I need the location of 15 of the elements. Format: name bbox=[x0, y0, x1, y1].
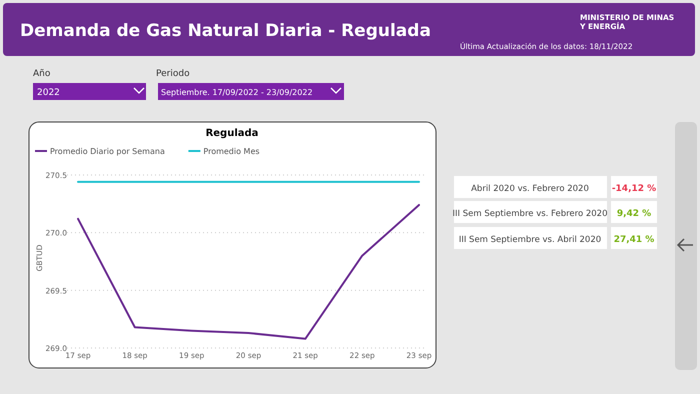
text: -14,12 % bbox=[612, 184, 656, 194]
text: III Sem Septiembre vs. Abril 2020 bbox=[458, 235, 602, 245]
text: 2022 bbox=[37, 88, 60, 98]
legend-label: Promedio Mes bbox=[203, 147, 260, 156]
legend-label: Promedio Diario por Semana bbox=[50, 147, 165, 156]
text: Periodo bbox=[156, 69, 190, 79]
line-series bbox=[77, 204, 420, 340]
text: Demanda de Gas Natural Diaria - Regulada bbox=[20, 21, 431, 41]
text: 27,41 % bbox=[614, 235, 654, 245]
text: III Sem Septiembre vs. Febrero 2020 bbox=[452, 209, 608, 219]
text: Abril 2020 vs. Febrero 2020 bbox=[471, 184, 589, 194]
text: Año bbox=[33, 69, 51, 79]
text: 9,42 % bbox=[616, 209, 652, 219]
chart-title: Regulada bbox=[206, 128, 258, 139]
text: Septiembre. 17/09/2022 - 23/09/2022 bbox=[161, 88, 313, 97]
